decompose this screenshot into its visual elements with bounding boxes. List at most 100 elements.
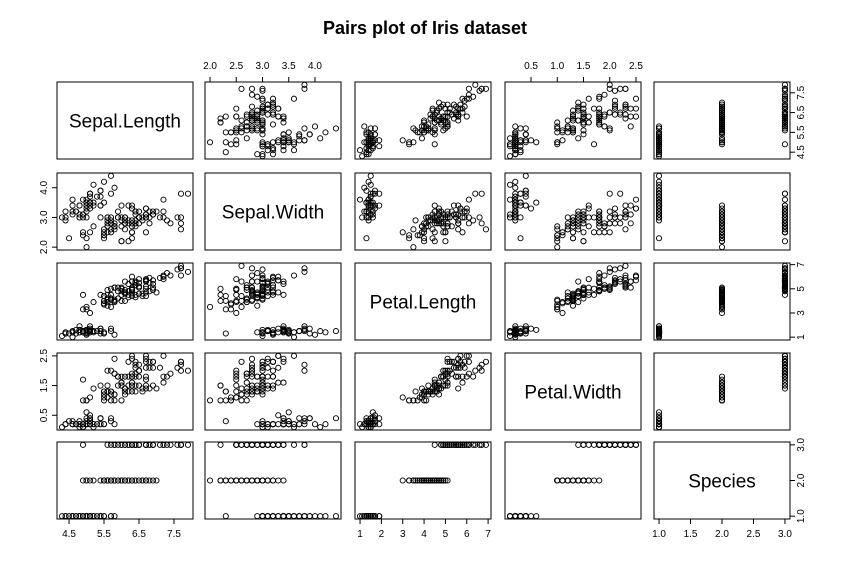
data-point-r0-c4-obs45 bbox=[655, 143, 663, 150]
data-point-r2-c1-obs97 bbox=[254, 294, 261, 301]
tick-label-right-r0-1: 5.5 bbox=[796, 125, 807, 139]
data-point-r4-c0-obs36 bbox=[100, 513, 108, 520]
data-point-r3-c2-obs99 bbox=[423, 388, 430, 395]
data-point-r2-c3-obs130 bbox=[601, 272, 608, 279]
panel-box-r3-c1 bbox=[204, 352, 342, 431]
data-point-r4-c1-obs134 bbox=[238, 441, 245, 448]
data-point-r3-c1-obs104 bbox=[259, 361, 266, 368]
data-point-r1-c0-obs8 bbox=[62, 217, 69, 224]
data-point-r1-c0-obs106 bbox=[79, 229, 87, 236]
data-point-r3-c0-obs139 bbox=[149, 364, 157, 371]
data-point-r2-c3-obs122 bbox=[606, 265, 613, 272]
data-point-r3-c1-obs40 bbox=[285, 418, 292, 425]
data-point-r2-c3-obs129 bbox=[585, 276, 592, 283]
data-point-r0-c4-obs142 bbox=[781, 123, 789, 130]
data-point-r1-c2-obs57 bbox=[406, 232, 413, 239]
data-point-r1-c3-obs67 bbox=[554, 223, 561, 230]
data-point-r3-c4-obs144 bbox=[781, 352, 789, 359]
data-point-r1-c2-obs48 bbox=[367, 193, 374, 200]
data-point-r3-c0-obs73 bbox=[121, 391, 129, 398]
data-point-r1-c3-obs128 bbox=[611, 220, 619, 227]
data-point-r1-c3-obs145 bbox=[622, 214, 629, 221]
data-point-r2-c0-obs144 bbox=[142, 277, 150, 284]
data-point-r1-c3-obs109 bbox=[632, 196, 640, 203]
data-point-r1-c0-obs1 bbox=[79, 214, 87, 221]
data-point-r2-c1-obs132 bbox=[248, 278, 256, 285]
data-point-r0-c1-obs32 bbox=[317, 135, 324, 142]
data-point-r3-c0-obs117 bbox=[177, 361, 185, 368]
data-point-r3-c0-obs95 bbox=[107, 391, 115, 398]
data-point-r3-c2-obs118 bbox=[482, 358, 490, 365]
data-point-r1-c2-obs107 bbox=[470, 217, 477, 224]
data-point-r0-c4-obs36 bbox=[655, 129, 663, 136]
data-point-r1-c0-obs81 bbox=[100, 232, 108, 239]
data-point-r4-c2-obs122 bbox=[478, 441, 485, 448]
data-point-r3-c2-obs145 bbox=[446, 358, 453, 365]
data-point-r4-c3-obs93 bbox=[554, 477, 561, 484]
data-point-r2-c0-obs122 bbox=[177, 265, 185, 272]
data-point-r1-c3-obs45 bbox=[517, 214, 524, 221]
data-point-r4-c1-obs144 bbox=[275, 441, 282, 448]
data-point-r3-c2-obs107 bbox=[470, 373, 477, 380]
data-point-r3-c0-obs115 bbox=[132, 358, 139, 365]
data-point-r2-c0-obs79 bbox=[107, 303, 115, 310]
data-point-r0-c2-obs140 bbox=[455, 105, 462, 112]
data-point-r1-c0-obs25 bbox=[83, 214, 90, 221]
data-point-r1-c3-obs31 bbox=[522, 202, 529, 209]
tick-label-bottom-c4-4: 3.0 bbox=[778, 529, 792, 540]
data-point-r0-c1-obs57 bbox=[227, 141, 235, 148]
data-point-r3-c0-obs86 bbox=[142, 382, 150, 389]
data-point-r4-c0-obs41 bbox=[65, 513, 73, 520]
data-point-r0-c2-obs131 bbox=[472, 81, 479, 88]
data-point-r0-c1-obs138 bbox=[259, 119, 266, 126]
data-point-r1-c4-obs98 bbox=[718, 229, 726, 236]
data-point-r1-c2-obs110 bbox=[444, 208, 451, 215]
data-point-r0-c3-obs32 bbox=[506, 135, 514, 142]
data-point-r0-c1-obs143 bbox=[269, 103, 277, 110]
data-point-r4-c3-obs148 bbox=[622, 441, 629, 448]
data-point-r2-c4-obs118 bbox=[781, 262, 789, 269]
data-point-r3-c1-obs107 bbox=[254, 373, 261, 380]
panel-box-r0-c0 bbox=[56, 81, 194, 160]
data-point-r3-c2-obs141 bbox=[444, 358, 451, 365]
data-point-r0-c3-obs126 bbox=[596, 115, 603, 122]
data-point-r3-c1-obs114 bbox=[248, 355, 256, 362]
data-point-r1-c2-obs135 bbox=[465, 214, 472, 221]
data-point-r3-c1-obs128 bbox=[248, 364, 256, 371]
data-point-r0-c1-obs137 bbox=[264, 111, 271, 118]
data-point-r3-c0-obs89 bbox=[100, 388, 108, 395]
data-point-r1-c2-obs111 bbox=[448, 223, 455, 230]
data-point-r2-c1-obs108 bbox=[233, 276, 240, 283]
panel-box-r3-c4 bbox=[653, 352, 791, 431]
data-point-r0-c1-obs129 bbox=[259, 95, 266, 102]
data-point-r4-c0-obs99 bbox=[107, 477, 115, 484]
data-point-r2-c0-obs74 bbox=[132, 294, 139, 301]
data-point-r1-c4-obs43 bbox=[655, 199, 663, 206]
data-point-r1-c2-obs125 bbox=[463, 208, 470, 215]
data-point-r1-c2-obs22 bbox=[356, 196, 364, 203]
data-point-r1-c0-obs84 bbox=[97, 214, 104, 221]
data-point-r1-c0-obs68 bbox=[125, 238, 132, 245]
data-point-r3-c0-obs81 bbox=[100, 397, 108, 404]
data-point-r3-c1-obs146 bbox=[233, 370, 240, 377]
data-point-r1-c0-obs54 bbox=[135, 220, 143, 227]
data-point-r1-c4-obs81 bbox=[718, 232, 726, 239]
data-point-r3-c1-obs92 bbox=[238, 391, 245, 398]
data-point-r1-c3-obs140 bbox=[627, 211, 634, 218]
data-point-r3-c0-obs57 bbox=[79, 397, 87, 404]
data-point-r3-c1-obs143 bbox=[269, 358, 277, 365]
data-point-r0-c1-obs38 bbox=[259, 151, 266, 158]
data-point-r1-c3-obs104 bbox=[617, 214, 624, 221]
data-point-r0-c3-obs143 bbox=[622, 103, 629, 110]
data-point-r3-c0-obs69 bbox=[104, 394, 111, 401]
panel-box-r2-c2 bbox=[354, 262, 492, 341]
data-point-r4-c3-obs85 bbox=[585, 477, 592, 484]
data-point-r4-c2-obs85 bbox=[431, 477, 438, 484]
data-point-r2-c0-obs47 bbox=[69, 329, 76, 336]
data-point-r4-c0-obs97 bbox=[125, 477, 132, 484]
data-point-r2-c0-obs87 bbox=[128, 293, 136, 300]
data-point-r0-c1-obs28 bbox=[280, 135, 287, 142]
data-point-r2-c0-obs113 bbox=[107, 285, 115, 292]
data-point-r3-c2-obs103 bbox=[455, 373, 462, 380]
data-point-r2-c1-obs43 bbox=[285, 326, 292, 333]
